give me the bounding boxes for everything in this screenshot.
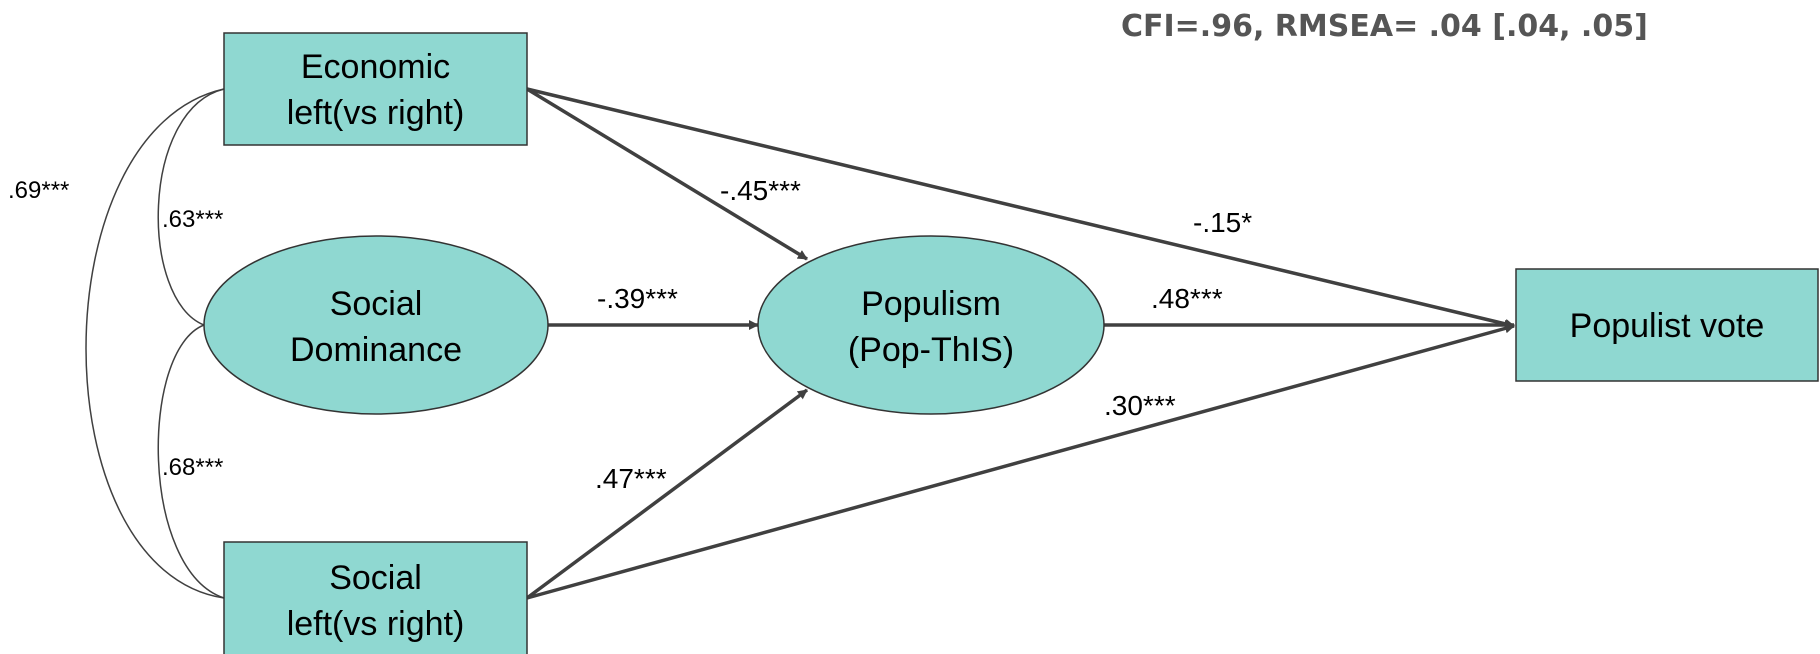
node-economic-line1: Economic <box>301 48 450 86</box>
corr-econ-sdo: .63*** <box>162 206 223 233</box>
node-social-line2: left(vs right) <box>287 605 465 643</box>
correlation-curve-sdo-social <box>157 324 225 599</box>
coef-sdo-to-populism: -.39*** <box>597 283 678 314</box>
node-populist-vote-box <box>1515 268 1819 382</box>
node-social-dominance-line2: Dominance <box>290 331 462 369</box>
coef-econ-to-vote: -.15* <box>1193 207 1252 238</box>
node-populist-vote-label: Populist vote <box>1570 307 1765 345</box>
correlation-curve-econ-social <box>85 88 225 599</box>
node-economic-box <box>223 32 528 146</box>
node-social-line1: Social <box>329 559 422 597</box>
path-econ-to-vote <box>526 87 1515 329</box>
node-social-dominance: Social Dominance <box>203 235 549 415</box>
node-economic: Economic left(vs right) <box>223 32 528 146</box>
corr-econ-social: .69*** <box>8 177 69 204</box>
correlation-curve-econ-sdo <box>157 88 225 326</box>
node-populism-ellipse <box>757 235 1105 415</box>
node-social-box <box>223 541 528 654</box>
corr-sdo-social: .68*** <box>162 454 223 481</box>
fit-statistics: CFI=.96, RMSEA= .04 [.04, .05] <box>1121 9 1648 44</box>
coef-econ-to-populism: -.45*** <box>720 175 801 206</box>
node-social: Social left(vs right) <box>223 541 528 654</box>
path-social-to-populism <box>525 388 809 600</box>
node-social-dominance-line1: Social <box>330 285 423 323</box>
node-populist-vote: Populist vote <box>1515 268 1819 382</box>
coef-social-to-vote: .30*** <box>1104 390 1176 421</box>
node-social-dominance-ellipse <box>203 235 549 415</box>
node-economic-line2: left(vs right) <box>287 94 465 132</box>
node-populism: Populism (Pop-ThIS) <box>757 235 1105 415</box>
coef-social-to-populism: .47*** <box>595 463 667 494</box>
node-populism-line2: (Pop-ThIS) <box>848 331 1014 369</box>
path-social-to-vote <box>526 323 1515 600</box>
coef-populism-to-vote: .48*** <box>1151 283 1223 314</box>
node-populism-line1: Populism <box>861 285 1001 323</box>
path-econ-to-populism <box>526 87 808 261</box>
